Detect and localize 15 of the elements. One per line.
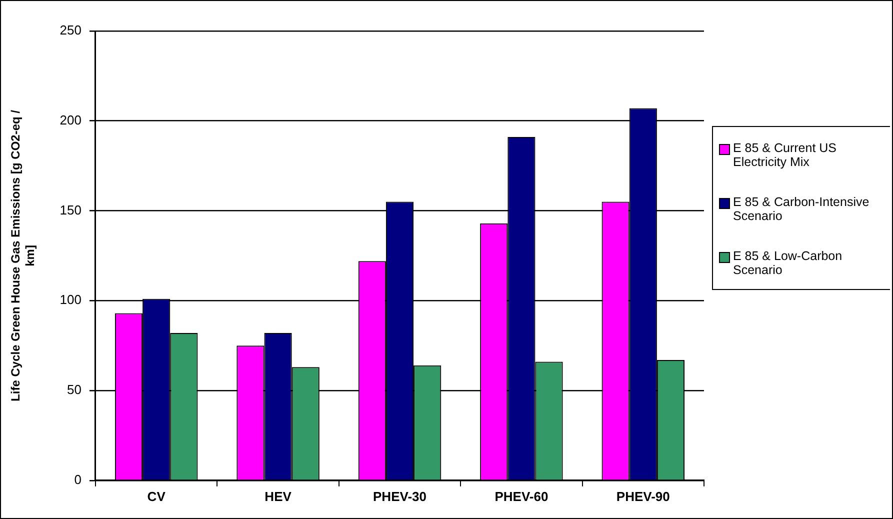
y-tick-label: 200	[60, 112, 82, 128]
y-tick-label: 100	[60, 292, 82, 308]
y-axis-title: Life Cycle Green House Gas Emissions [g CO2-eq / km]	[8, 109, 37, 402]
x-tick-label: CV	[147, 488, 166, 504]
y-tick-label: 250	[60, 22, 82, 38]
x-tick-label: PHEV-90	[616, 488, 670, 504]
legend-label: E 85 & Low-Carbon Scenario	[733, 249, 844, 277]
x-tick-label: HEV	[264, 488, 292, 504]
x-tick-label: PHEV-60	[494, 488, 548, 504]
y-tick-label: 50	[67, 382, 82, 398]
y-tick-label: 0	[74, 472, 82, 487]
legend-label: E 85 & Current US Electricity Mix	[733, 141, 838, 169]
legend-label: E 85 & Carbon-Intensive Scenario	[733, 195, 870, 223]
y-tick-label: 150	[60, 202, 82, 218]
x-tick-label: PHEV-30	[373, 488, 426, 504]
